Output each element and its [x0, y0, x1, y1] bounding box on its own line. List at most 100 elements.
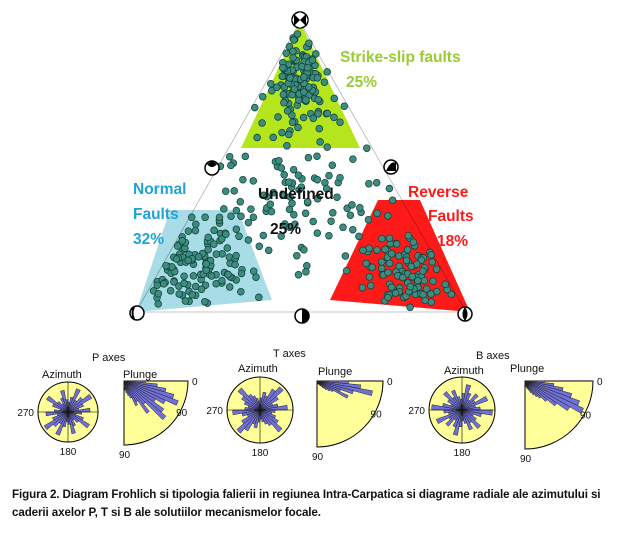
earthquake-point	[432, 265, 441, 273]
azimuth-petal	[259, 386, 284, 411]
earthquake-point	[239, 175, 247, 184]
plunge-petal	[524, 380, 538, 398]
earthquake-point	[447, 290, 456, 299]
earthquake-point	[342, 266, 351, 275]
earthquake-point	[388, 196, 397, 205]
earthquake-point	[387, 283, 396, 292]
earthquake-point	[253, 133, 261, 142]
earthquake-point	[341, 252, 350, 260]
earthquake-point	[264, 246, 273, 255]
azimuth-petal	[461, 409, 467, 424]
rose-group-b: B axes Azimuth Plunge 270 180 0 90 90	[408, 350, 603, 465]
earthquake-point	[392, 240, 401, 248]
earthquake-point	[403, 246, 412, 254]
earthquake-point	[244, 218, 253, 227]
azimuth-petal	[443, 391, 463, 411]
earthquake-point	[404, 231, 413, 240]
earthquake-point	[175, 290, 183, 298]
earthquake-point	[218, 276, 226, 285]
earthquake-point	[391, 289, 400, 297]
earthquake-point	[365, 179, 373, 188]
earthquake-point	[210, 240, 218, 248]
earthquake-point	[333, 193, 341, 201]
frohlich-ternary-diagram: Strike-slip faults 25% Normal Faults 32%…	[129, 11, 474, 324]
earthquake-point	[225, 152, 234, 161]
earthquake-point	[330, 113, 338, 122]
azimuth-petal	[236, 409, 261, 434]
plunge-tick-90-right: 90	[371, 409, 383, 420]
earthquake-point	[385, 234, 394, 242]
earthquake-point	[201, 297, 209, 306]
earthquake-point	[232, 206, 241, 215]
earthquake-point	[282, 49, 291, 57]
plunge-label: Plunge	[318, 366, 352, 378]
earthquake-point	[293, 30, 302, 38]
normal-percent: 32%	[133, 231, 164, 248]
earthquake-point	[154, 289, 163, 298]
earthquake-point	[232, 251, 240, 260]
azimuth-petal	[46, 395, 69, 413]
beachball-bottom-center-icon	[294, 308, 310, 324]
plunge-petal	[123, 380, 130, 396]
azimuth-petal	[436, 409, 463, 425]
azimuth-petal	[57, 401, 69, 413]
earthquake-point	[339, 223, 347, 232]
earthquake-point	[212, 250, 221, 258]
earthquake-point	[288, 118, 297, 127]
earthquake-point	[224, 270, 232, 279]
earthquake-point	[283, 107, 292, 115]
earthquake-point	[301, 209, 310, 218]
plunge-rose-bg	[316, 380, 384, 448]
earthquake-point	[408, 272, 416, 281]
earthquake-point	[299, 113, 308, 122]
earthquake-point	[377, 264, 386, 273]
earthquake-point	[372, 178, 381, 187]
earthquake-point	[289, 53, 297, 62]
earthquake-point	[191, 282, 200, 291]
earthquake-point	[181, 297, 190, 305]
plunge-tick-90-bottom: 90	[119, 450, 131, 461]
plunge-petal	[524, 380, 535, 396]
normal-label-line1: Normal	[133, 181, 186, 198]
earthquake-point	[247, 205, 255, 213]
earthquake-point	[277, 164, 286, 172]
earthquake-point	[355, 232, 363, 241]
azimuth-petal	[252, 395, 261, 411]
earthquake-point	[236, 198, 245, 206]
axes-title: B axes	[476, 350, 510, 362]
earthquake-point	[409, 238, 418, 246]
earthquake-point	[402, 256, 411, 265]
earthquake-point	[309, 114, 318, 123]
earthquake-point	[215, 213, 224, 222]
earthquake-point	[194, 253, 203, 261]
azimuth-tick-180: 180	[252, 448, 269, 459]
plunge-petal	[123, 380, 150, 414]
azimuth-petal	[60, 389, 69, 413]
earthquake-point	[322, 184, 331, 193]
earthquake-point	[180, 272, 188, 280]
earthquake-point	[160, 280, 168, 288]
azimuth-label: Azimuth	[42, 369, 82, 381]
azimuth-petal	[67, 411, 90, 429]
azimuth-tick-270: 270	[408, 406, 425, 417]
earthquake-point	[244, 236, 253, 244]
plunge-petal	[123, 380, 133, 399]
earthquake-point	[340, 102, 349, 110]
earthquake-point	[212, 279, 220, 288]
azimuth-petal	[67, 393, 93, 413]
earthquake-point	[384, 212, 392, 220]
earthquake-point	[266, 79, 275, 88]
earthquake-point	[291, 220, 299, 228]
earthquake-point	[313, 152, 321, 160]
earthquake-point	[427, 290, 435, 298]
earthquake-point	[197, 285, 206, 294]
earthquake-point	[308, 56, 317, 64]
plunge-petal	[524, 380, 558, 407]
azimuth-tick-270: 270	[17, 408, 34, 419]
earthquake-point	[366, 281, 375, 290]
earthquake-point	[368, 263, 376, 272]
earthquake-point	[384, 293, 392, 302]
azimuth-label: Azimuth	[238, 363, 278, 375]
earthquake-point	[237, 212, 245, 221]
